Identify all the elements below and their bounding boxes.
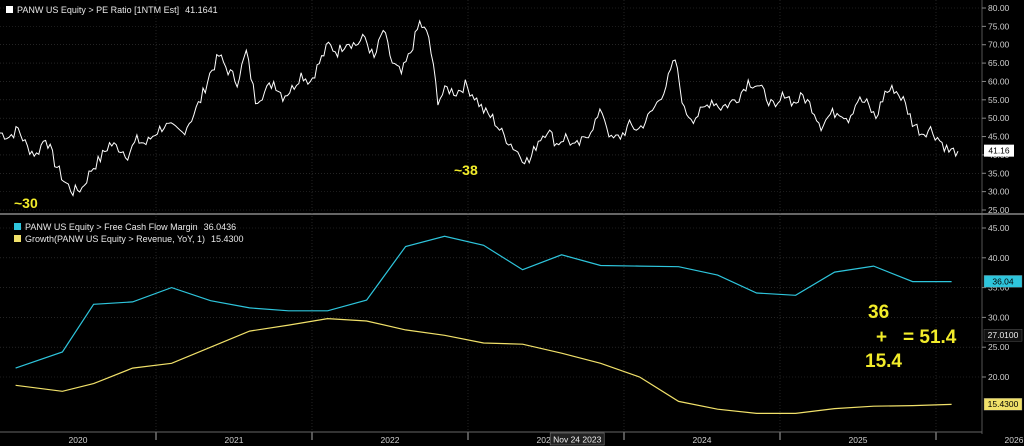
fcf-legend-swatch [14,223,21,230]
pe-legend-swatch [6,6,13,13]
fcf-legend: PANW US Equity > Free Cash Flow Margin 36… [14,222,236,232]
pe-legend-label: PANW US Equity > PE Ratio [1NTM Est] [17,5,180,15]
growth-legend-label: Growth(PANW US Equity > Revenue, YoY, 1) [25,234,206,244]
fcf-margin-line [15,235,952,369]
sum-last-value-label: 27.0100 [988,330,1019,340]
growth-last-value-box [983,398,1023,411]
sum-last-value-box [983,329,1023,342]
crosshair-label-box [549,432,605,446]
x-tick-label: 2021 [225,435,244,445]
pe-ytick-label: 45.00 [988,132,1010,142]
pe-legend: PANW US Equity > PE Ratio [1NTM Est] 41.1… [6,5,218,15]
pe-ytick-label: 75.00 [988,21,1010,31]
pe-ytick-label: 30.00 [988,187,1010,197]
growth-last-value-label: 15.4300 [988,399,1019,409]
annotation-plus: + [876,327,888,348]
growth-legend-swatch [14,235,21,242]
pe-ytick-label: 80.00 [988,3,1010,13]
pe-ytick-label: 65.00 [988,58,1010,68]
low-ytick-label: 20.00 [988,372,1010,382]
x-tick-label: 2020 [69,435,88,445]
x-tick-label: 2025 [849,435,868,445]
growth-legend-value: 15.4300 [211,234,244,244]
pe-ytick-label: 55.00 [988,95,1010,105]
pe-last-value-label: 41.16 [988,146,1010,156]
pe-legend-value: 41.1641 [185,5,218,15]
pe-ytick-label: 50.00 [988,113,1010,123]
pe-ytick-label: 60.00 [988,76,1010,86]
x-tick-label: 2024 [693,435,712,445]
fcf-legend-label: PANW US Equity > Free Cash Flow Margin [25,222,198,232]
fcf-last-value-label: 36.04 [992,276,1014,286]
growth-legend: Growth(PANW US Equity > Revenue, YoY, 1)… [14,234,244,244]
revenue-growth-line [15,317,952,414]
x-tick-label: 2022 [381,435,400,445]
pe-ytick-label: 25.00 [988,205,1010,215]
annotation-growth: 15.4 [865,351,902,372]
x-tick-label: 2023 [537,435,556,445]
fcf-legend-value: 36.0436 [203,222,237,232]
low-ytick-label: 30.00 [988,312,1010,322]
pe-ytick-label: 70.00 [988,40,1010,50]
annotation-pe-low-1: ~30 [14,195,38,211]
low-ytick-label: 45.00 [988,223,1010,233]
x-tick-label: 2026 [1005,435,1024,445]
annotation-sum: = 51.4 [903,327,957,348]
pe-ytick-label: 35.00 [988,168,1010,178]
fcf-last-value-box [983,275,1023,288]
crosshair-label: Nov 24 2023 [553,435,601,445]
pe-ratio-line [0,19,959,197]
annotation-fcf: 36 [868,302,890,323]
low-ytick-label: 40.00 [988,253,1010,263]
pe-last-value-box [984,144,1014,157]
low-ytick-label: 25.00 [988,342,1010,352]
annotation-pe-low-2: ~38 [454,162,478,178]
